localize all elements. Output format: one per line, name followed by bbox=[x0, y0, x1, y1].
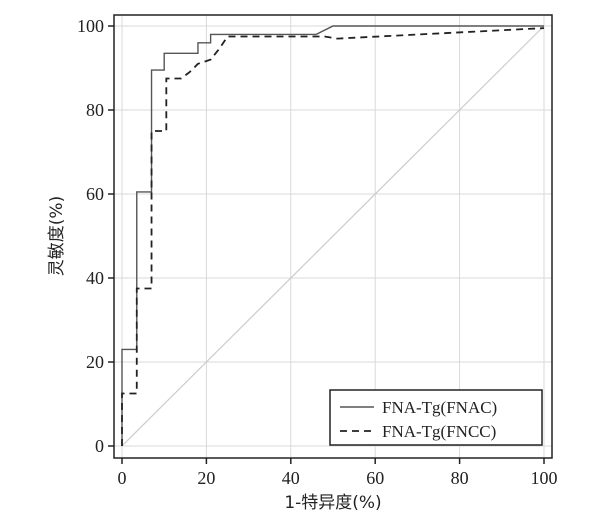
x-tick-label: 0 bbox=[118, 468, 127, 488]
x-tick-label: 80 bbox=[451, 468, 469, 488]
y-tick-label: 40 bbox=[86, 268, 104, 288]
series-line-fnac bbox=[121, 25, 544, 446]
tick-labels: 0 20 40 60 80 100 0 20 40 60 80 100 bbox=[77, 16, 558, 488]
reference-diagonal bbox=[121, 25, 545, 447]
x-axis-title: 1-特异度(%) bbox=[284, 493, 381, 513]
y-axis-title: 灵敏度(%) bbox=[47, 196, 67, 276]
y-tick-label: 100 bbox=[77, 16, 104, 36]
plot-frame bbox=[113, 14, 553, 459]
legend-label-fncc: FNA-Tg(FNCC) bbox=[382, 422, 496, 441]
y-tick-label: 80 bbox=[86, 100, 104, 120]
x-tick-label: 40 bbox=[282, 468, 300, 488]
y-tick-label: 0 bbox=[95, 436, 104, 456]
axis-ticks bbox=[108, 25, 545, 464]
x-tick-label: 60 bbox=[366, 468, 384, 488]
y-tick-label: 60 bbox=[86, 184, 104, 204]
legend-box bbox=[329, 389, 543, 446]
grid bbox=[114, 15, 552, 458]
x-tick-label: 100 bbox=[531, 468, 558, 488]
legend: FNA-Tg(FNAC) FNA-Tg(FNCC) bbox=[329, 389, 543, 446]
legend-label-fnac: FNA-Tg(FNAC) bbox=[382, 398, 497, 417]
x-tick-label: 20 bbox=[197, 468, 215, 488]
series-line-fncc bbox=[121, 27, 545, 446]
series-layer bbox=[121, 25, 545, 446]
y-tick-label: 20 bbox=[86, 352, 104, 372]
